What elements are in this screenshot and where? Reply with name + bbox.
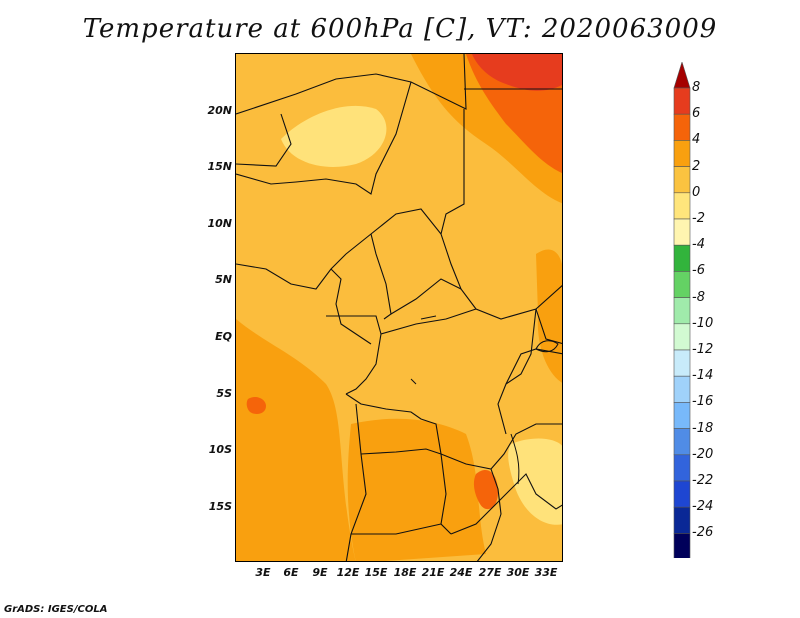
lake-outlines (410, 315, 559, 485)
border-line (351, 523, 442, 535)
colorbar (673, 62, 691, 558)
colorbar-tick-label: -26 (692, 525, 714, 541)
colorbar-tick-label: -12 (692, 342, 714, 357)
colorbar-swatch (673, 218, 691, 246)
lake-outline (420, 315, 437, 320)
colorbar-tick-label: -24 (692, 499, 714, 515)
colorbar-swatch (673, 349, 691, 377)
lake-outline (510, 433, 520, 485)
border-line (440, 423, 562, 470)
longitude-label: 21E (421, 566, 445, 579)
border-line (497, 308, 537, 435)
border-line (345, 393, 442, 455)
colorbar-swatch (673, 140, 691, 167)
latitude-label: EQ (215, 330, 232, 343)
country-borders (236, 54, 562, 561)
colorbar-swatch (673, 454, 691, 482)
colorbar-swatch (673, 113, 691, 141)
colorbar-tick-label: 6 (692, 106, 701, 122)
lake-outline (410, 378, 417, 385)
colorbar-swatch (673, 428, 691, 456)
border-line (370, 233, 392, 320)
colorbar-swatch (673, 506, 691, 534)
colorbar-tick-label: 2 (692, 158, 701, 174)
border-line (345, 403, 367, 561)
latitude-label: 10S (208, 443, 232, 456)
border-line (236, 208, 442, 290)
border-line (236, 54, 467, 115)
warm-region-east (536, 249, 562, 383)
lake-outline (535, 340, 559, 353)
longitude-label: 12E (336, 566, 360, 579)
border-line (345, 333, 382, 395)
chart-title: Temperature at 600hPa [C], VT: 202006300… (82, 14, 718, 44)
colorbar-swatch (673, 480, 691, 508)
latitude-label: 20N (207, 104, 232, 117)
colorbar-tick-label: -8 (692, 289, 705, 305)
latitude-label: 15N (207, 160, 232, 173)
latitude-label: 5S (216, 387, 232, 400)
colorbar-swatch (673, 402, 691, 429)
colorbar-tick-label: -6 (692, 263, 705, 279)
border-line (440, 109, 562, 320)
hottest-region-northeast (472, 54, 562, 91)
colorbar-swatch (673, 192, 691, 220)
colorbar-swatches (673, 62, 691, 558)
border-line (236, 81, 412, 195)
border-line (390, 278, 462, 315)
warm-region-west (236, 319, 356, 561)
colorbar-tick-label: -18 (692, 420, 714, 436)
longitude-label: 15E (364, 566, 388, 579)
colorbar-tick-label: 4 (692, 132, 701, 148)
longitude-label: 33E (534, 566, 558, 579)
colorbar-tick-label: -16 (692, 394, 714, 410)
longitude-label: 3E (255, 566, 271, 579)
cool-region-sahara (281, 105, 387, 167)
colorbar-tick-label: 8 (692, 80, 701, 95)
colorbar-swatch (673, 323, 691, 351)
latitude-label: 5N (215, 273, 232, 286)
latitude-label: 10N (207, 217, 232, 230)
border-line (450, 473, 562, 535)
credit-label: GrADS: IGES/COLA (4, 604, 108, 615)
colorbar-top-arrow (673, 62, 691, 89)
longitude-label: 6E (283, 566, 299, 579)
border-line (380, 308, 477, 335)
map-plot-area (235, 53, 563, 562)
border-line (236, 113, 292, 167)
colorbar-tick-label: -22 (692, 473, 714, 488)
temperature-map (236, 54, 562, 561)
colorbar-swatch (673, 533, 691, 558)
colorbar-tick-label: -4 (692, 237, 705, 253)
colorbar-swatch (673, 375, 691, 403)
longitude-label: 27E (478, 566, 502, 579)
colorbar-tick-label: -2 (692, 211, 705, 226)
border-line (330, 268, 372, 345)
colorbar-swatch (673, 271, 691, 298)
colorbar-swatch (673, 297, 691, 325)
colorbar-tick-label: 0 (692, 184, 701, 200)
longitude-label: 9E (312, 566, 328, 579)
hot-spot-atlantic (246, 396, 266, 414)
hot-spot-zambia (473, 470, 498, 510)
colorbar-tick-label: -14 (692, 368, 714, 384)
longitude-label: 18E (393, 566, 417, 579)
latitude-label: 15S (208, 500, 232, 513)
colorbar-swatch (673, 87, 691, 115)
colorbar-swatch (673, 244, 691, 272)
border-line (476, 468, 502, 561)
border-line (326, 315, 382, 335)
border-line (535, 308, 562, 345)
colorbar-tick-label: -10 (692, 315, 714, 331)
colorbar-tick-label: -20 (692, 446, 714, 462)
colorbar-swatch (673, 166, 691, 194)
longitude-label: 24E (449, 566, 473, 579)
warm-region-angola (347, 418, 486, 561)
longitude-label: 30E (506, 566, 530, 579)
